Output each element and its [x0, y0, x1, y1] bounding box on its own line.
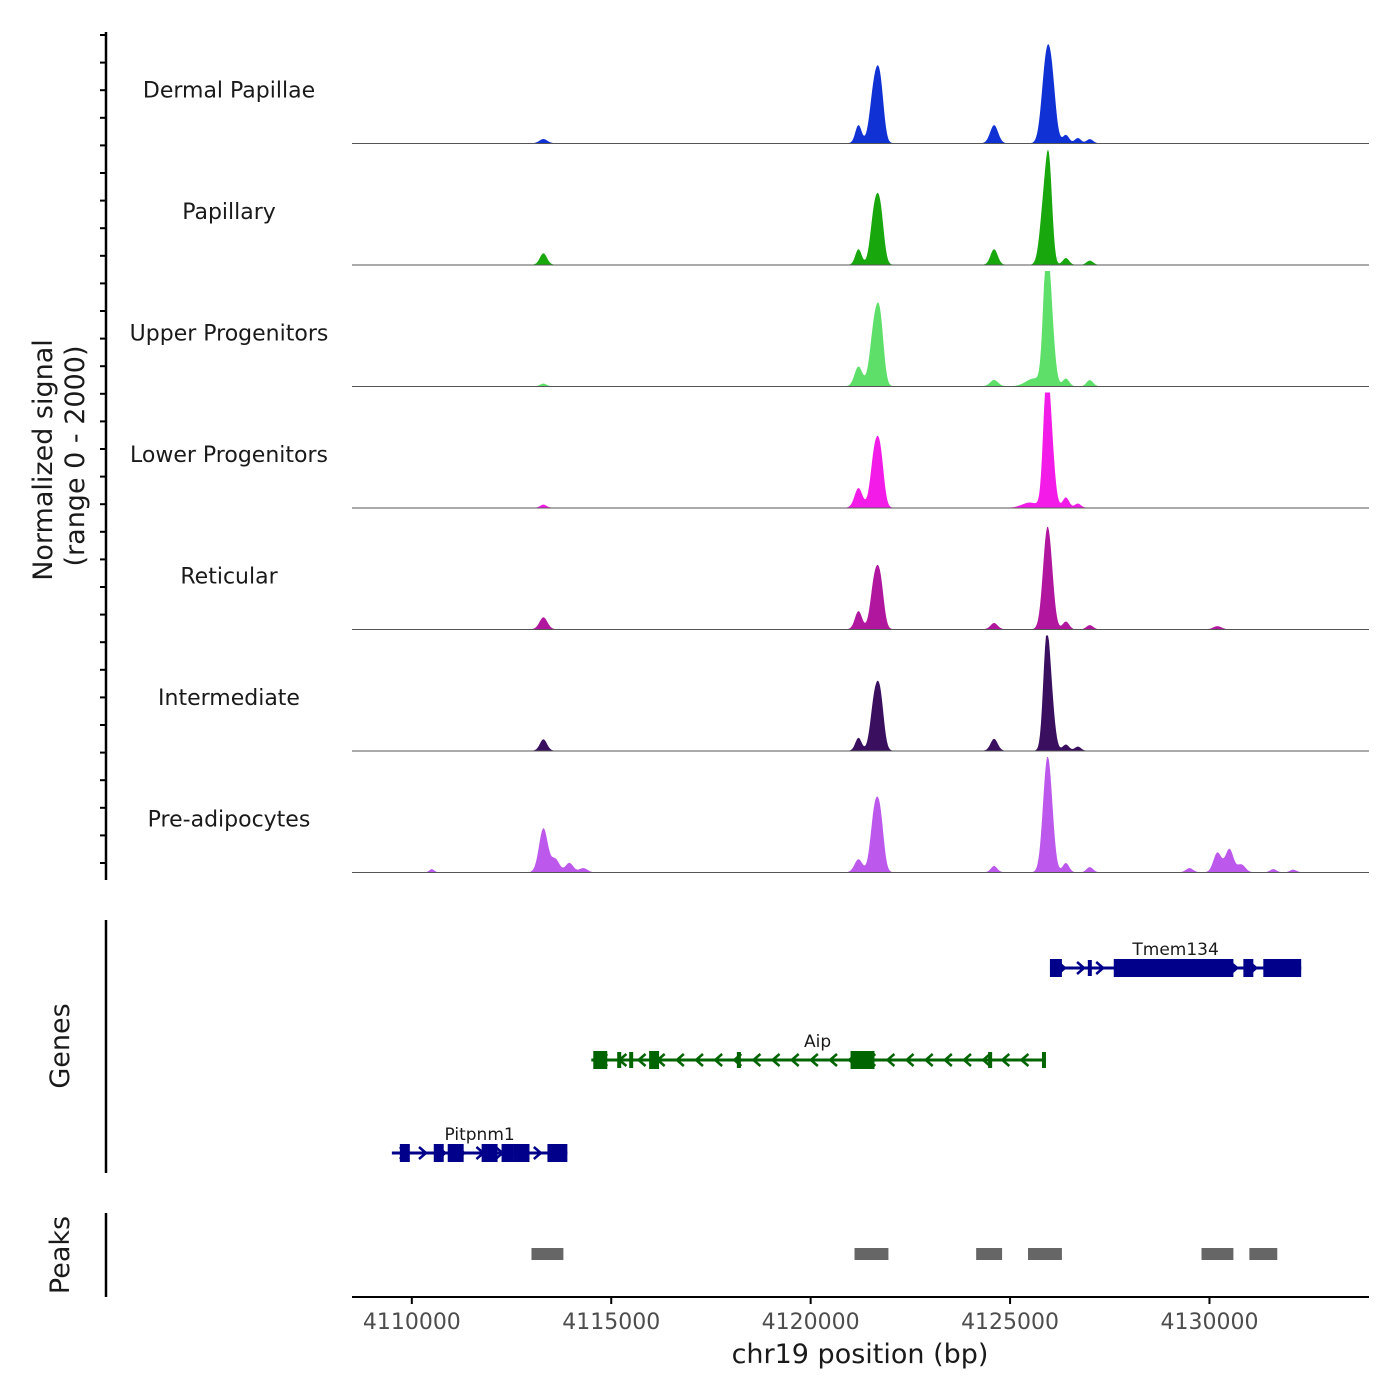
track-reticular: Reticular	[180, 526, 1369, 630]
exon	[1087, 960, 1092, 976]
strand-arrow	[885, 1053, 896, 1067]
x-tick-label: 4110000	[363, 1310, 461, 1335]
exon	[593, 1051, 608, 1069]
signal-area	[352, 44, 1369, 144]
coverage-tracks: Dermal Papillae Papillary Upper Progenitor…	[130, 44, 1369, 873]
exon	[617, 1052, 622, 1068]
track-label: Pre-adipocytes	[148, 808, 311, 833]
strand-arrow	[751, 1053, 762, 1067]
peak-region	[854, 1248, 889, 1260]
peaks-axis-title: Peaks	[45, 1216, 76, 1294]
gene-label: Tmem134	[1131, 940, 1218, 960]
strand-arrow	[1019, 1053, 1030, 1067]
strand-arrow	[981, 1053, 991, 1067]
x-tick-label: 4125000	[961, 1310, 1059, 1335]
exon	[481, 1144, 498, 1162]
signal-area	[352, 392, 1369, 508]
y-axis-range-label: (range 0 - 2000)	[60, 346, 91, 567]
gene-annotation-track: Tmem134 Aip Pitpnm1	[391, 940, 1302, 1162]
genes-axis-title: Genes	[45, 1003, 76, 1088]
strand-arrow	[1076, 961, 1086, 975]
exon	[1243, 959, 1254, 977]
signal-area	[352, 635, 1369, 751]
strand-arrow	[1095, 961, 1106, 975]
exon	[1113, 959, 1234, 977]
x-axis-title: chr19 position (bp)	[732, 1339, 989, 1370]
exon	[988, 1052, 993, 1068]
exon	[433, 1144, 444, 1162]
exon	[447, 1144, 464, 1162]
strand-arrow	[962, 1053, 972, 1067]
exon	[1263, 959, 1302, 977]
strand-arrow	[636, 1053, 647, 1067]
exon	[547, 1144, 568, 1162]
coverage-y-axis-ticks	[100, 34, 106, 864]
strand-arrow	[942, 1053, 953, 1067]
track-label: Dermal Papillae	[143, 79, 315, 104]
track-label: Intermediate	[158, 686, 300, 711]
track-label: Upper Progenitors	[130, 322, 329, 347]
x-tick-label: 4120000	[762, 1310, 860, 1335]
x-axis-ticks: 4110000 4115000 4120000 4125000 4130000	[363, 1297, 1258, 1335]
exon	[507, 1145, 512, 1161]
gene-pitpnm1: Pitpnm1	[391, 1125, 568, 1162]
strand-arrow	[533, 1146, 543, 1160]
strand-arrow	[418, 1146, 428, 1160]
gene-label: Pitpnm1	[444, 1125, 514, 1145]
strand-arrow	[694, 1053, 704, 1067]
exon	[850, 1051, 875, 1069]
strand-arrow	[674, 1053, 685, 1067]
gene-label: Aip	[804, 1032, 831, 1052]
track-label: Reticular	[180, 565, 278, 590]
track-label: Papillary	[182, 200, 276, 225]
track-papillary: Papillary	[182, 149, 1369, 266]
peak-region	[976, 1248, 1003, 1260]
strand-arrow	[828, 1053, 838, 1067]
signal-area	[352, 757, 1369, 873]
exon	[629, 1052, 634, 1068]
signal-area	[352, 149, 1369, 265]
exon	[736, 1052, 741, 1068]
exon	[649, 1051, 660, 1069]
strand-arrow	[904, 1053, 915, 1067]
signal-area	[352, 271, 1369, 387]
gene-aip: Aip	[591, 1032, 1046, 1069]
peak-regions-track	[531, 1248, 1278, 1260]
x-tick-label: 4130000	[1160, 1310, 1258, 1335]
y-axis-title: Normalized signal	[28, 339, 59, 581]
exon	[513, 1144, 530, 1162]
strand-arrow	[923, 1053, 934, 1067]
strand-arrow	[808, 1053, 819, 1067]
exon	[399, 1144, 410, 1162]
strand-arrow	[1000, 1053, 1011, 1067]
exon	[1049, 959, 1062, 977]
peak-region	[1201, 1248, 1234, 1260]
strand-arrow	[789, 1053, 800, 1067]
peak-region	[531, 1248, 564, 1260]
strand-arrow	[713, 1053, 723, 1067]
track-upper-progenitors: Upper Progenitors	[130, 271, 1369, 387]
peak-region	[1249, 1248, 1278, 1260]
track-pre-adipocytes: Pre-adipocytes	[148, 757, 1369, 873]
track-label: Lower Progenitors	[130, 443, 328, 468]
track-intermediate: Intermediate	[158, 635, 1369, 752]
track-dermal-papillae: Dermal Papillae	[143, 44, 1369, 144]
strand-arrow	[770, 1053, 781, 1067]
x-tick-label: 4115000	[562, 1310, 660, 1335]
exon	[1041, 1052, 1046, 1068]
track-lower-progenitors: Lower Progenitors	[130, 392, 1369, 509]
peak-region	[1028, 1248, 1062, 1260]
signal-area	[352, 526, 1369, 630]
gene-tmem134: Tmem134	[1049, 940, 1302, 977]
